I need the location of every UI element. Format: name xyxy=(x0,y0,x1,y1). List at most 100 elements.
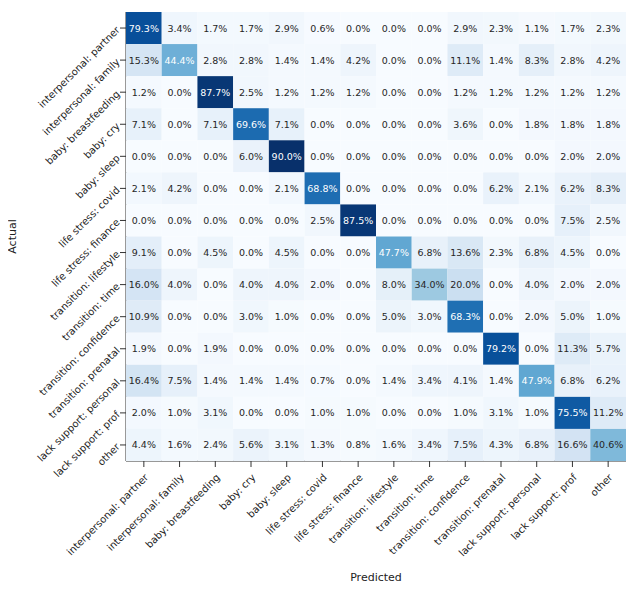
svg-text:2.0%: 2.0% xyxy=(560,279,584,290)
svg-text:3.0%: 3.0% xyxy=(418,311,442,322)
svg-text:0.0%: 0.0% xyxy=(418,215,442,226)
svg-text:8.0%: 8.0% xyxy=(382,279,406,290)
svg-text:0.0%: 0.0% xyxy=(203,311,227,322)
svg-text:5.6%: 5.6% xyxy=(239,439,263,450)
svg-text:0.0%: 0.0% xyxy=(346,151,370,162)
svg-text:0.0%: 0.0% xyxy=(346,375,370,386)
svg-text:5.0%: 5.0% xyxy=(560,311,584,322)
svg-text:baby: breastfeeding: baby: breastfeeding xyxy=(143,472,221,550)
svg-text:0.0%: 0.0% xyxy=(310,343,334,354)
svg-text:3.1%: 3.1% xyxy=(275,439,299,450)
svg-text:3.1%: 3.1% xyxy=(203,407,227,418)
svg-text:3.4%: 3.4% xyxy=(418,439,442,450)
svg-text:8.3%: 8.3% xyxy=(525,55,549,66)
svg-text:0.0%: 0.0% xyxy=(239,215,263,226)
svg-text:0.0%: 0.0% xyxy=(168,119,192,130)
svg-text:2.5%: 2.5% xyxy=(239,87,263,98)
svg-text:1.6%: 1.6% xyxy=(382,439,406,450)
svg-text:other: other xyxy=(588,471,615,498)
svg-text:4.0%: 4.0% xyxy=(525,279,549,290)
svg-text:6.0%: 6.0% xyxy=(239,151,263,162)
svg-text:6.8%: 6.8% xyxy=(525,247,549,258)
svg-text:Actual: Actual xyxy=(8,219,19,253)
svg-text:1.2%: 1.2% xyxy=(132,87,156,98)
svg-text:0.0%: 0.0% xyxy=(168,311,192,322)
svg-text:baby: breastfeeding: baby: breastfeeding xyxy=(43,88,121,166)
svg-text:4.1%: 4.1% xyxy=(453,375,477,386)
svg-text:0.0%: 0.0% xyxy=(239,247,263,258)
svg-text:0.0%: 0.0% xyxy=(382,23,406,34)
svg-text:life stress: covid: life stress: covid xyxy=(264,472,329,537)
svg-text:life stress: finance: life stress: finance xyxy=(292,472,364,544)
svg-text:0.0%: 0.0% xyxy=(382,55,406,66)
svg-text:0.0%: 0.0% xyxy=(418,55,442,66)
svg-text:69.6%: 69.6% xyxy=(236,119,266,130)
svg-text:2.5%: 2.5% xyxy=(310,215,334,226)
svg-text:1.4%: 1.4% xyxy=(275,55,299,66)
svg-text:1.4%: 1.4% xyxy=(382,375,406,386)
svg-text:transition: prenatal: transition: prenatal xyxy=(432,472,508,548)
svg-text:2.8%: 2.8% xyxy=(203,55,227,66)
svg-text:4.3%: 4.3% xyxy=(489,439,513,450)
svg-text:transition: time: transition: time xyxy=(60,281,122,343)
svg-text:0.0%: 0.0% xyxy=(203,215,227,226)
svg-text:0.0%: 0.0% xyxy=(239,183,263,194)
svg-text:0.0%: 0.0% xyxy=(525,215,549,226)
svg-text:4.5%: 4.5% xyxy=(275,247,299,258)
svg-text:1.4%: 1.4% xyxy=(275,375,299,386)
svg-text:8.3%: 8.3% xyxy=(596,183,620,194)
svg-text:6.2%: 6.2% xyxy=(489,183,513,194)
svg-text:0.0%: 0.0% xyxy=(382,215,406,226)
svg-text:2.0%: 2.0% xyxy=(310,279,334,290)
svg-text:1.0%: 1.0% xyxy=(168,407,192,418)
svg-text:6.8%: 6.8% xyxy=(418,247,442,258)
svg-text:1.4%: 1.4% xyxy=(239,375,263,386)
svg-text:6.2%: 6.2% xyxy=(596,375,620,386)
svg-text:0.0%: 0.0% xyxy=(168,343,192,354)
svg-text:4.5%: 4.5% xyxy=(560,247,584,258)
svg-text:0.0%: 0.0% xyxy=(168,215,192,226)
svg-text:11.2%: 11.2% xyxy=(593,407,623,418)
svg-text:0.0%: 0.0% xyxy=(203,151,227,162)
svg-text:0.0%: 0.0% xyxy=(489,215,513,226)
svg-text:34.0%: 34.0% xyxy=(414,279,444,290)
svg-text:1.1%: 1.1% xyxy=(525,23,549,34)
svg-text:1.6%: 1.6% xyxy=(168,439,192,450)
svg-text:0.0%: 0.0% xyxy=(382,119,406,130)
svg-text:0.0%: 0.0% xyxy=(346,279,370,290)
svg-text:4.2%: 4.2% xyxy=(168,183,192,194)
svg-text:2.3%: 2.3% xyxy=(489,247,513,258)
svg-text:1.0%: 1.0% xyxy=(346,407,370,418)
svg-text:2.0%: 2.0% xyxy=(560,151,584,162)
svg-text:0.0%: 0.0% xyxy=(382,343,406,354)
svg-text:1.8%: 1.8% xyxy=(596,119,620,130)
svg-text:2.3%: 2.3% xyxy=(489,23,513,34)
svg-text:1.0%: 1.0% xyxy=(275,311,299,322)
svg-text:7.5%: 7.5% xyxy=(560,215,584,226)
svg-text:2.0%: 2.0% xyxy=(596,151,620,162)
svg-text:2.0%: 2.0% xyxy=(596,279,620,290)
svg-text:0.0%: 0.0% xyxy=(382,183,406,194)
svg-text:0.0%: 0.0% xyxy=(418,407,442,418)
svg-text:15.3%: 15.3% xyxy=(129,55,159,66)
svg-text:0.0%: 0.0% xyxy=(453,215,477,226)
svg-text:1.3%: 1.3% xyxy=(310,439,334,450)
svg-text:1.2%: 1.2% xyxy=(489,87,513,98)
svg-text:0.0%: 0.0% xyxy=(310,119,334,130)
svg-text:0.0%: 0.0% xyxy=(310,247,334,258)
svg-text:0.0%: 0.0% xyxy=(346,119,370,130)
svg-text:0.0%: 0.0% xyxy=(418,183,442,194)
svg-text:0.0%: 0.0% xyxy=(382,151,406,162)
svg-text:0.0%: 0.0% xyxy=(275,407,299,418)
svg-text:2.3%: 2.3% xyxy=(596,23,620,34)
svg-text:2.4%: 2.4% xyxy=(203,439,227,450)
svg-text:Predicted: Predicted xyxy=(350,571,402,583)
svg-text:47.7%: 47.7% xyxy=(379,247,409,258)
svg-text:11.3%: 11.3% xyxy=(557,343,587,354)
svg-text:6.2%: 6.2% xyxy=(560,183,584,194)
svg-text:0.0%: 0.0% xyxy=(168,151,192,162)
svg-text:2.0%: 2.0% xyxy=(525,311,549,322)
svg-text:0.0%: 0.0% xyxy=(132,215,156,226)
svg-text:2.1%: 2.1% xyxy=(132,183,156,194)
svg-text:16.0%: 16.0% xyxy=(129,279,159,290)
